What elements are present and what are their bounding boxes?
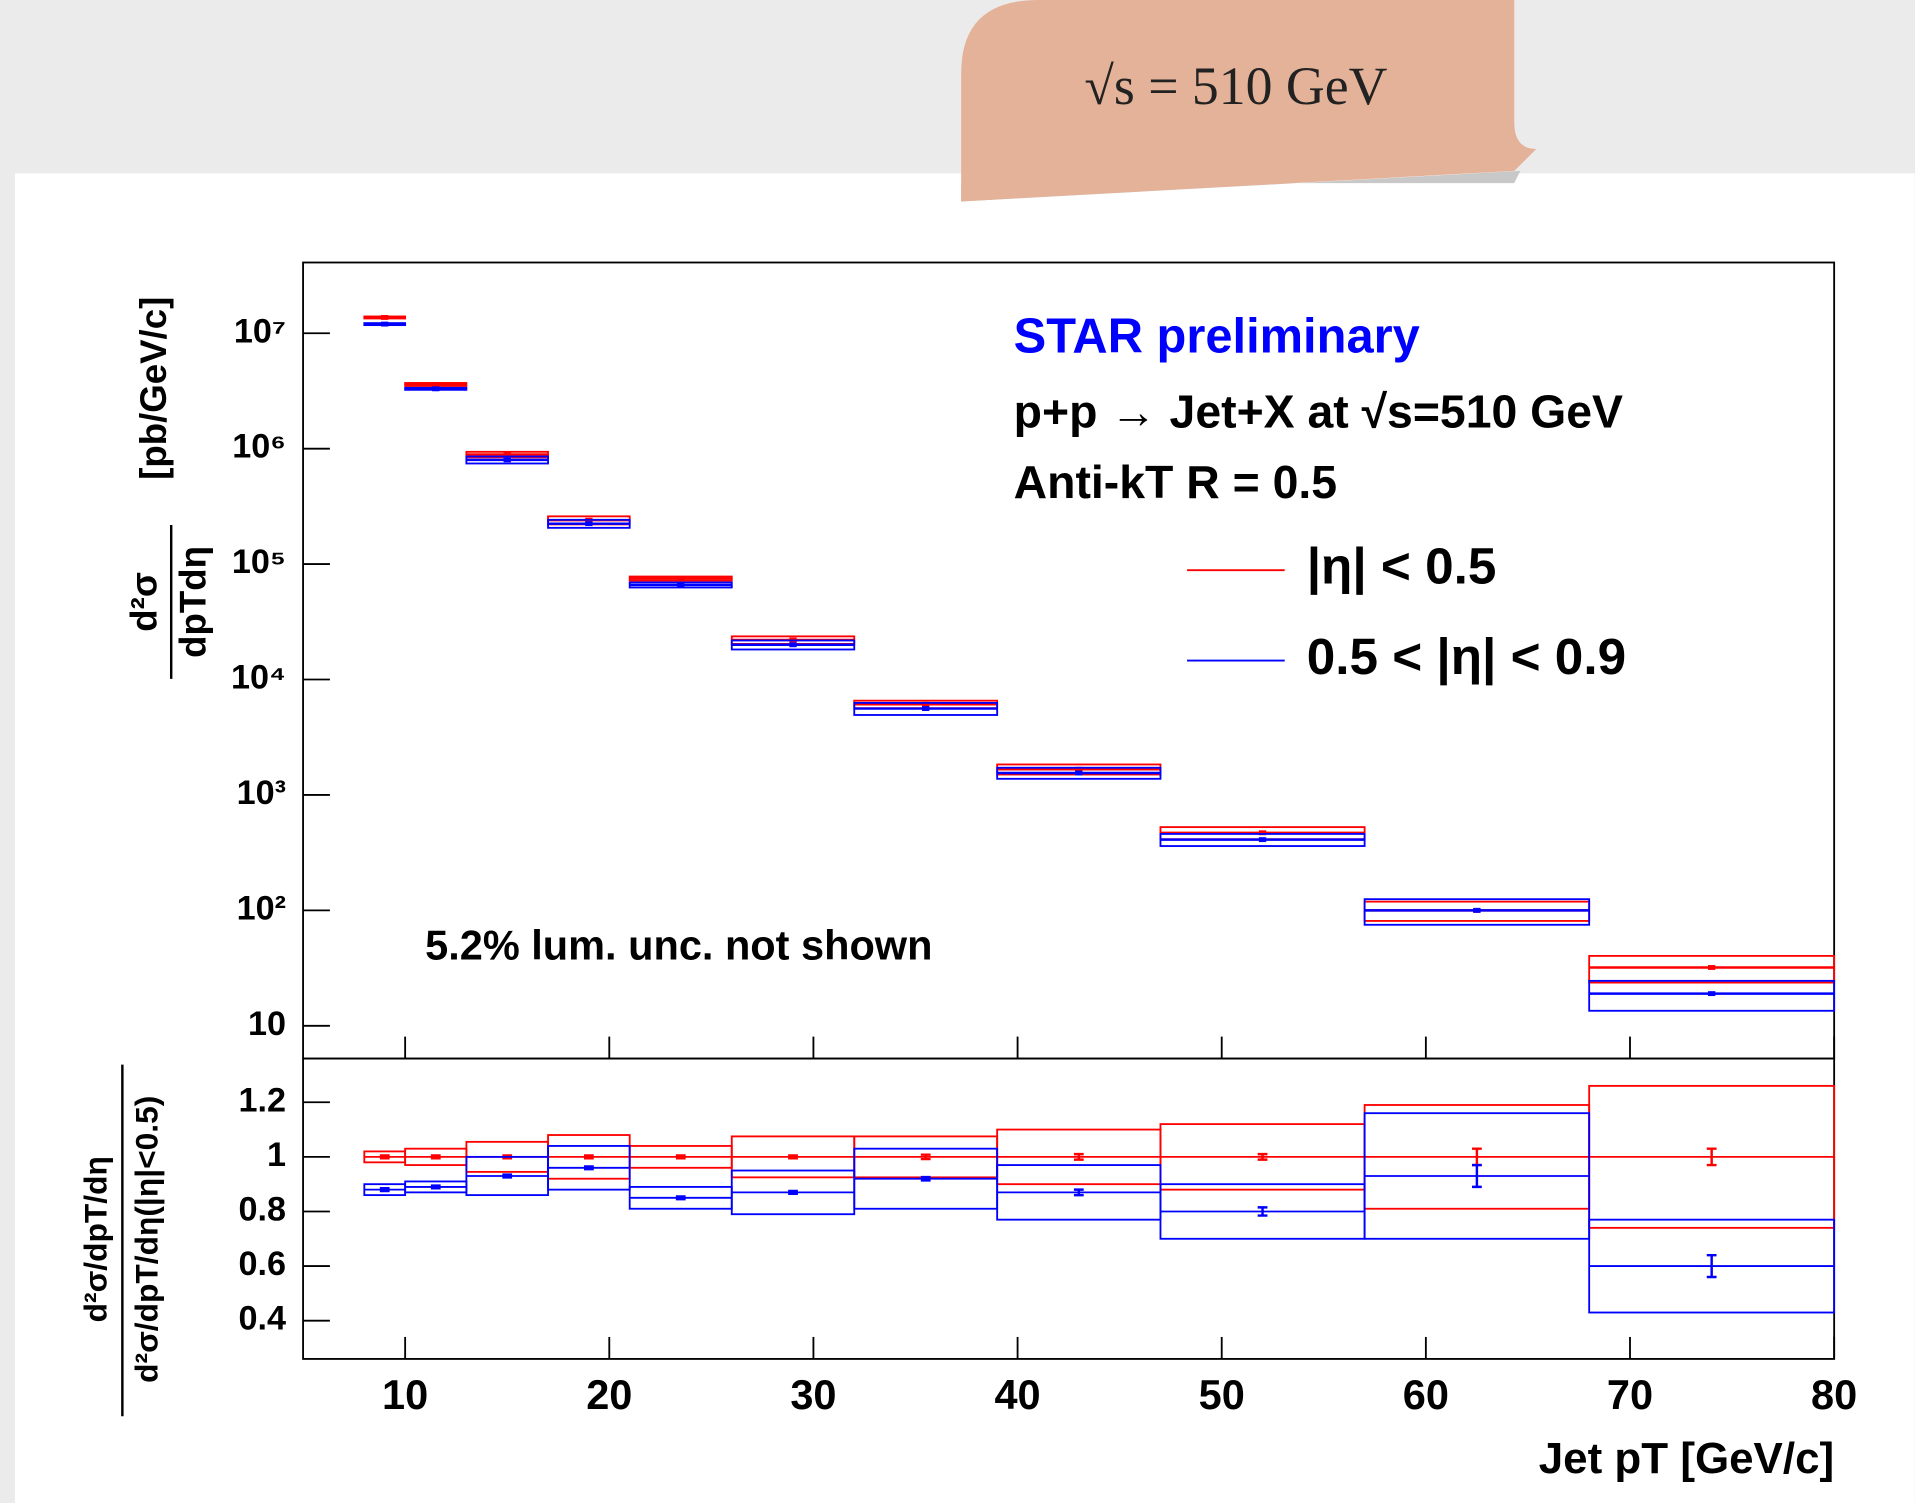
marker xyxy=(432,386,440,392)
marker xyxy=(789,642,797,648)
marker xyxy=(381,315,389,320)
marker xyxy=(1075,770,1083,776)
marker xyxy=(381,321,389,327)
x-tick-label: 10 xyxy=(382,1371,428,1418)
sys-box xyxy=(1588,954,1836,984)
y-tick-label: 1.2 xyxy=(238,1081,286,1119)
sys-box xyxy=(1588,979,1836,1012)
error-bar xyxy=(502,1173,513,1179)
marker xyxy=(432,382,440,387)
marker xyxy=(1473,907,1481,913)
error-bar xyxy=(1257,1152,1268,1161)
error-bar xyxy=(1706,1253,1717,1279)
star-label: STAR preliminary xyxy=(1014,309,1420,363)
x-tick-label: 60 xyxy=(1403,1371,1449,1418)
y-tick-label: 10⁵ xyxy=(232,543,286,581)
marker xyxy=(1258,837,1267,843)
marker xyxy=(922,706,930,712)
y-tick-label: 10⁶ xyxy=(232,428,286,466)
error-bar xyxy=(379,1154,390,1160)
error-bar xyxy=(1073,1152,1084,1161)
x-tick-label: 50 xyxy=(1199,1371,1245,1418)
x-tick-label: 20 xyxy=(586,1371,632,1418)
error-bar xyxy=(1073,1188,1084,1197)
marker xyxy=(677,582,685,588)
marker xyxy=(1707,991,1716,997)
marker xyxy=(1707,965,1716,970)
y-tick-label: 10² xyxy=(237,889,286,927)
y-tick-label: 0.6 xyxy=(238,1245,286,1283)
x-label: Jet pT [GeV/c] xyxy=(1539,1434,1834,1483)
marker xyxy=(503,457,511,463)
y-tick-label: 10 xyxy=(248,1005,286,1043)
y-label-den: dpTdη xyxy=(172,546,213,658)
error-bar xyxy=(583,1154,594,1160)
marker xyxy=(1258,830,1267,836)
error-bar xyxy=(1472,1163,1482,1189)
marker xyxy=(585,521,593,527)
sys-box xyxy=(1363,898,1591,926)
bubble-shadow xyxy=(961,0,1521,202)
x-tick-label: 40 xyxy=(994,1371,1040,1418)
algo-label: Anti-kT R = 0.5 xyxy=(1014,456,1337,508)
error-bar xyxy=(920,1153,931,1161)
error-bar xyxy=(1706,1147,1717,1167)
y-tick-label: 10³ xyxy=(237,774,286,812)
y-label-den: d²σ/dpT/dη(|η|<0.5) xyxy=(129,1096,165,1383)
y-tick-label: 0.4 xyxy=(238,1300,286,1338)
y-label-num: d²σ xyxy=(123,572,164,632)
y-tick-label: 10⁷ xyxy=(234,312,286,350)
legend-label: 0.5 < |η| < 0.9 xyxy=(1307,628,1626,686)
x-tick-label: 70 xyxy=(1607,1371,1653,1418)
x-tick-label: 30 xyxy=(790,1371,836,1418)
canvas xyxy=(14,173,1915,1503)
legend-label: |η| < 0.5 xyxy=(1307,538,1497,596)
y-tick-label: 0.8 xyxy=(238,1191,286,1229)
error-bar xyxy=(788,1154,798,1160)
error-bar xyxy=(583,1165,594,1171)
marker xyxy=(922,701,930,707)
y-label-unit: [pb/GeV/c] xyxy=(133,297,174,480)
lumi-note: 5.2% lum. unc. not shown xyxy=(425,922,932,969)
y-tick-label: 10⁴ xyxy=(231,659,286,697)
marker xyxy=(503,452,511,457)
error-bar xyxy=(430,1184,441,1190)
marker xyxy=(677,576,685,581)
error-bar xyxy=(788,1189,798,1195)
error-bar xyxy=(379,1187,390,1193)
banner-text: √s = 510 GeV xyxy=(1084,56,1387,116)
y-label-num: d²σ/dpT/dη xyxy=(77,1156,113,1322)
error-bar xyxy=(920,1175,931,1182)
error-bar xyxy=(675,1154,686,1160)
y-tick-label: 1 xyxy=(267,1136,286,1174)
x-tick-label: 80 xyxy=(1811,1371,1857,1418)
banner-box xyxy=(961,0,1537,202)
error-bar xyxy=(675,1195,686,1201)
process-label: p+p → Jet+X at √s=510 GeV xyxy=(1014,385,1623,437)
error-bar xyxy=(1257,1206,1268,1217)
marker xyxy=(1075,766,1083,772)
error-bar xyxy=(430,1154,441,1160)
